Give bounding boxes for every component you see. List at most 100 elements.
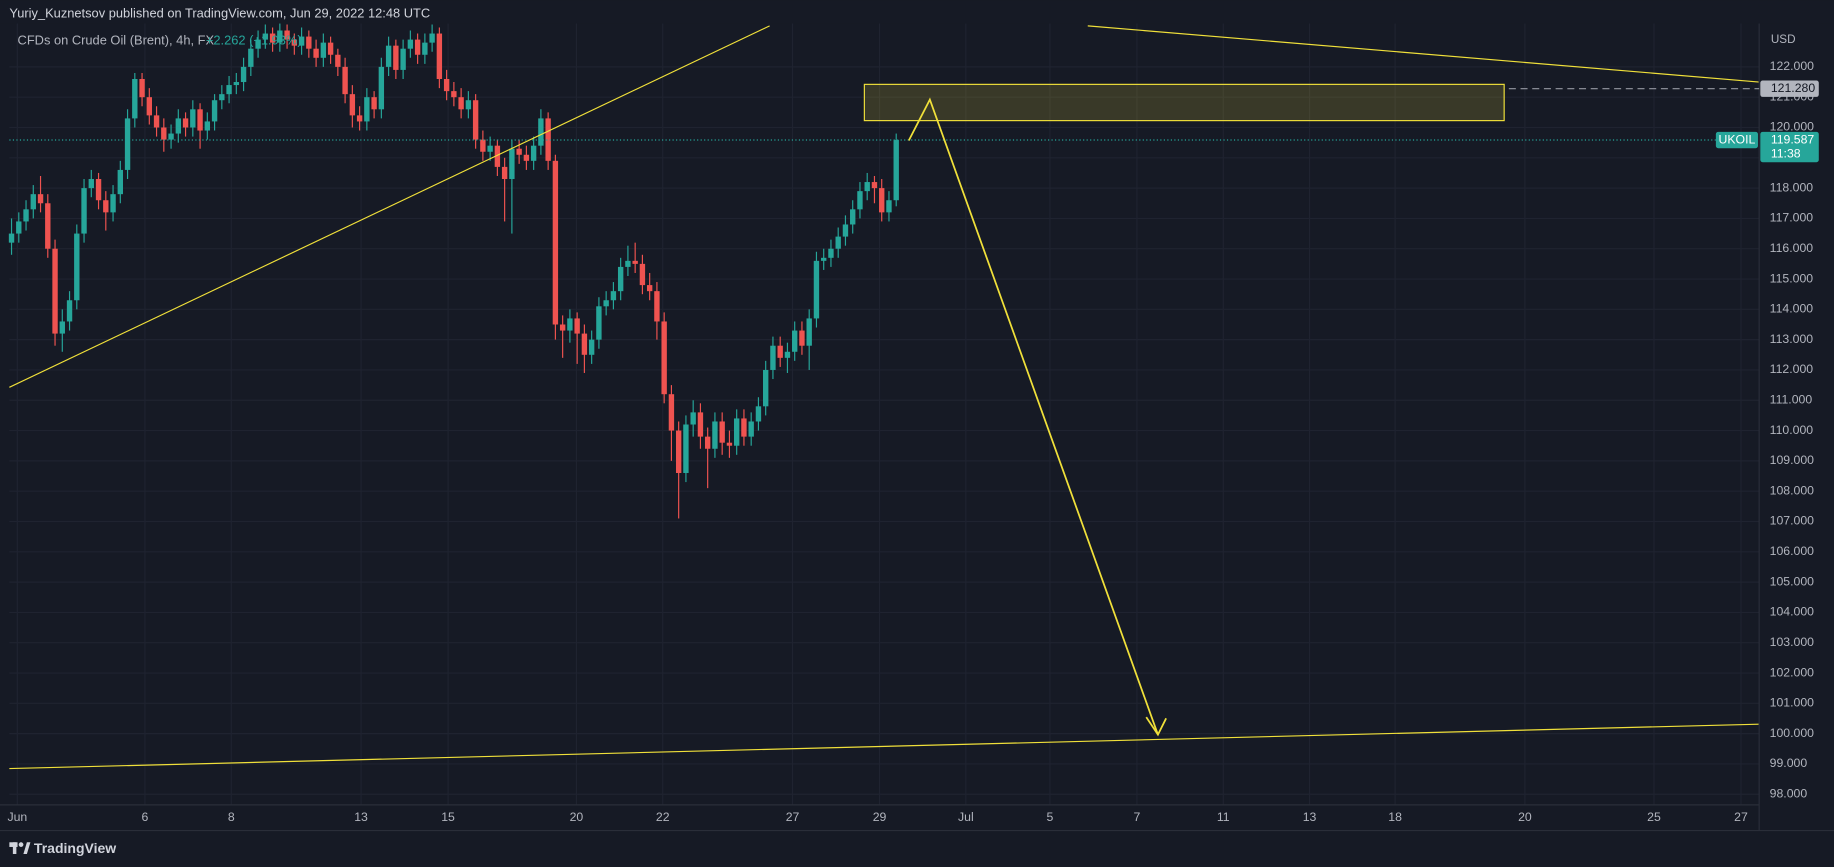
candle-body xyxy=(538,118,544,146)
y-tick-label: 122.000 xyxy=(1770,59,1815,73)
grid xyxy=(9,23,1760,805)
candle-body xyxy=(501,166,508,180)
axes: 98.000 99.000 100.000 101.000 102.000 103.000… xyxy=(7,59,1819,824)
x-tick-label: 18 xyxy=(1388,810,1402,824)
x-tick-label: 8 xyxy=(228,810,235,824)
candle-body xyxy=(654,291,660,322)
candle-body xyxy=(262,33,269,40)
candle-body xyxy=(755,406,762,422)
candle-body xyxy=(871,182,878,189)
candle-body xyxy=(291,39,298,46)
resistance-zone xyxy=(863,83,1505,122)
candle-body xyxy=(668,394,675,431)
candle-body xyxy=(733,418,740,446)
candle-body xyxy=(516,148,522,155)
countdown-label: 11:38 xyxy=(1771,146,1801,160)
candle-body xyxy=(306,36,312,49)
x-tick-label: 27 xyxy=(1734,810,1748,824)
candle-body xyxy=(364,97,370,122)
candle-body xyxy=(168,133,174,140)
candle-body xyxy=(248,48,254,67)
candle-body xyxy=(770,345,776,370)
candle-body xyxy=(632,260,638,264)
candle-body xyxy=(393,45,399,70)
candle-body xyxy=(124,118,131,170)
candle-body xyxy=(226,85,232,95)
candle-body xyxy=(719,421,725,443)
candle-body xyxy=(349,94,356,116)
candle-body xyxy=(661,321,667,395)
candle-body xyxy=(16,221,22,234)
x-tick-label: 13 xyxy=(354,810,368,824)
candle-body xyxy=(523,154,530,161)
trend-line xyxy=(9,723,1760,770)
y-tick-label: 118.000 xyxy=(1770,180,1814,194)
candle-body xyxy=(792,330,798,352)
candle-body xyxy=(683,424,689,473)
drawings xyxy=(9,25,1760,770)
candle-body xyxy=(132,79,138,119)
x-tick-label: 29 xyxy=(873,810,887,824)
y-tick-label: 112.000 xyxy=(1770,362,1814,376)
candle-body xyxy=(864,182,870,192)
y-tick-label: 111.000 xyxy=(1770,393,1813,407)
y-tick-label: 114.000 xyxy=(1770,302,1814,316)
candle-body xyxy=(879,188,885,213)
candle-body xyxy=(726,442,733,446)
candle-body xyxy=(81,188,87,234)
candle-body xyxy=(284,30,290,40)
candle-body xyxy=(603,300,609,307)
candle-body xyxy=(429,33,435,43)
logo xyxy=(9,842,31,854)
trend-line xyxy=(1087,25,1760,83)
candle-body xyxy=(400,48,406,70)
candle-body xyxy=(8,233,15,243)
candle-body xyxy=(219,94,225,101)
y-tick-label: 120.000 xyxy=(1770,120,1815,134)
y-tick-label: 98.000 xyxy=(1770,787,1808,801)
candle-body xyxy=(690,412,696,425)
candle-body xyxy=(494,145,501,167)
candle-body xyxy=(190,109,196,128)
y-tick-label: 109.000 xyxy=(1770,453,1815,467)
header-bg xyxy=(0,0,1834,24)
currency: USD xyxy=(1771,33,1796,46)
projection-arrow xyxy=(908,97,1159,735)
alert-level-label: 121.280 xyxy=(1771,81,1816,95)
candle-body xyxy=(625,260,631,267)
candle-body xyxy=(567,318,573,331)
candle-body xyxy=(233,82,240,86)
candle-body xyxy=(704,436,711,449)
candle-body xyxy=(639,263,646,286)
x-tick-label: 5 xyxy=(1047,810,1054,824)
price-change: +2.262 (+1.93%) xyxy=(206,32,302,47)
candle-body xyxy=(277,30,283,43)
y-tick-label: 115.000 xyxy=(1770,271,1814,285)
candle-body xyxy=(23,209,29,222)
candle-body xyxy=(646,285,653,292)
y-tick-label: 101.000 xyxy=(1770,696,1815,710)
candle-body xyxy=(313,48,319,58)
candle-body xyxy=(581,333,588,355)
candle-body xyxy=(182,118,189,128)
candle-body xyxy=(153,115,160,128)
candle-body xyxy=(211,100,218,122)
candle-body xyxy=(255,39,261,49)
candle-body xyxy=(545,118,551,161)
x-tick-label: 27 xyxy=(786,810,800,824)
x-tick-label: 13 xyxy=(1303,810,1317,824)
candle-body xyxy=(552,160,559,325)
candle-body xyxy=(45,203,51,249)
y-tick-label: 99.000 xyxy=(1770,756,1808,770)
y-tick-label: 117.000 xyxy=(1770,211,1814,225)
trend-line xyxy=(9,25,770,388)
candle-body xyxy=(675,430,682,473)
chart-title: CFDs on Crude Oil (Brent), 4h, FX xyxy=(18,32,215,47)
y-tick-label: 113.000 xyxy=(1770,332,1814,346)
publisher: Yuriy_Kuznetsov published on TradingView… xyxy=(9,6,430,21)
candle-body xyxy=(175,118,182,134)
candle-body xyxy=(161,127,167,140)
arrow-head xyxy=(1145,716,1167,737)
